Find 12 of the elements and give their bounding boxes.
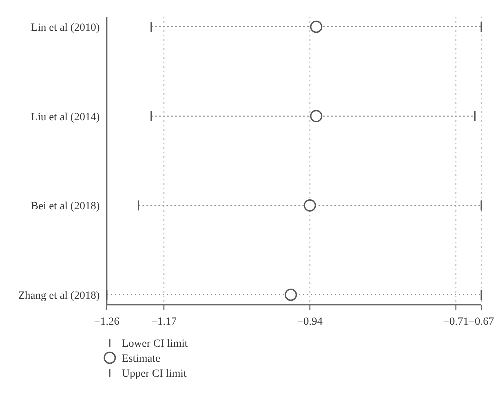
y-tick-label: Lin et al (2010) bbox=[31, 22, 100, 34]
x-tick-label: −0.67 bbox=[468, 316, 495, 328]
x-tick-label: −1.17 bbox=[151, 316, 178, 328]
x-tick-label: −1.26 bbox=[94, 316, 120, 328]
x-tick-label: −0.71 bbox=[443, 316, 469, 328]
y-tick-label: Zhang et al (2018) bbox=[18, 290, 100, 302]
text: Upper CI limit bbox=[122, 368, 187, 380]
text: Lower CI limit bbox=[122, 338, 188, 350]
y-tick-label: Liu et al (2014) bbox=[31, 111, 100, 124]
y-tick-label: Bei et al (2018) bbox=[31, 200, 100, 213]
x-tick-label: −0.94 bbox=[297, 316, 324, 328]
legend-label: Estimate bbox=[122, 353, 161, 365]
